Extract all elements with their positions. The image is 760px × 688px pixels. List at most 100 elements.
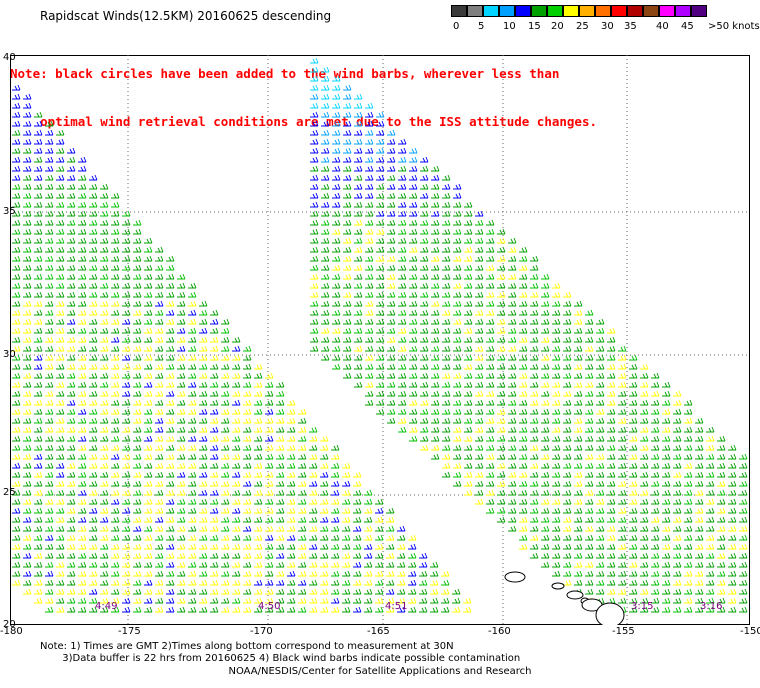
wind-barb [420,300,429,307]
wind-barb [232,507,241,514]
wind-barb [365,201,374,208]
wind-barb [144,399,153,406]
wind-barb [111,327,120,334]
wind-barb [607,579,616,586]
wind-barb [111,471,120,478]
wind-barb [739,606,748,613]
wind-barb [563,327,572,334]
wind-barb [464,264,473,271]
wind-barb [166,435,175,442]
wind-barb [541,435,550,442]
wind-barb [441,570,450,577]
wind-barb [453,237,462,244]
wind-barb [332,102,341,109]
wind-barb [365,381,374,388]
wind-barb [276,588,285,595]
wind-barb [629,498,638,505]
wind-barb [618,516,627,523]
wind-barb [563,462,572,469]
wind-barb [420,345,429,352]
wind-barb [343,219,352,226]
wind-barb [475,435,484,442]
wind-barb [23,480,32,487]
wind-barb [365,129,374,136]
wind-barb [265,399,274,406]
wind-barb [34,525,43,532]
wind-barb [221,498,230,505]
wind-barb [452,588,461,595]
wind-barb [475,444,484,451]
wind-barb [144,471,153,478]
wind-barb [78,489,87,496]
wind-barb [133,561,142,568]
wind-barb [497,471,506,478]
wind-barb [56,561,65,568]
wind-barb [497,372,506,379]
wind-barb [166,534,175,541]
wind-barb [640,588,649,595]
wind-barb [364,498,373,505]
pass-time-label: 3:15 [631,601,654,612]
wind-barb [607,462,616,469]
wind-barb [452,606,461,613]
wind-barb [431,264,440,271]
wind-barb [166,390,175,397]
wind-barb [89,399,98,406]
wind-barb [221,543,230,550]
wind-barb [464,300,473,307]
wind-barb-map [10,55,750,625]
wind-barb [530,534,539,541]
wind-barb [486,327,495,334]
wind-barb [144,579,153,586]
wind-barb [398,282,407,289]
wind-barb [298,552,307,559]
wind-barb [618,480,627,487]
wind-barb [243,543,252,550]
wind-barb [739,534,748,541]
wind-barb [232,525,241,532]
wind-barb [508,318,517,325]
wind-barb [265,444,274,451]
wind-barb [177,399,186,406]
wind-barb [210,471,219,478]
wind-barb [310,138,319,145]
wind-barb [508,372,517,379]
wind-barb [398,318,407,325]
wind-barb [541,444,550,451]
wind-barb [122,552,131,559]
wind-barb [298,462,307,469]
wind-barb [56,318,65,325]
wind-barb [453,183,462,190]
wind-barb [662,426,671,433]
wind-barb [563,309,572,316]
wind-barb [78,516,87,523]
legend-swatch [611,5,627,17]
wind-barb [111,363,120,370]
wind-barb [56,606,65,613]
wind-barb [276,516,285,523]
wind-barb [67,552,76,559]
wind-barb [398,309,407,316]
wind-barb [530,309,539,316]
wind-barb [519,498,528,505]
wind-barb [310,291,319,298]
wind-barb [166,561,175,568]
wind-barb [232,462,241,469]
wind-barb [607,435,616,442]
wind-barb [122,282,131,289]
wind-barb [45,309,54,316]
wind-barb [177,543,186,550]
note-line-2: optimal wind retrieval conditions are me… [10,114,597,129]
wind-barb [199,534,208,541]
wind-barb [298,489,307,496]
wind-barb [409,282,418,289]
wind-barb [398,291,407,298]
wind-barb [717,453,726,460]
wind-barb [100,183,109,190]
wind-barb [78,426,87,433]
wind-barb [376,228,385,235]
wind-barb [342,525,351,532]
wind-barb [320,570,329,577]
wind-barb [563,525,572,532]
wind-barb [310,93,319,100]
